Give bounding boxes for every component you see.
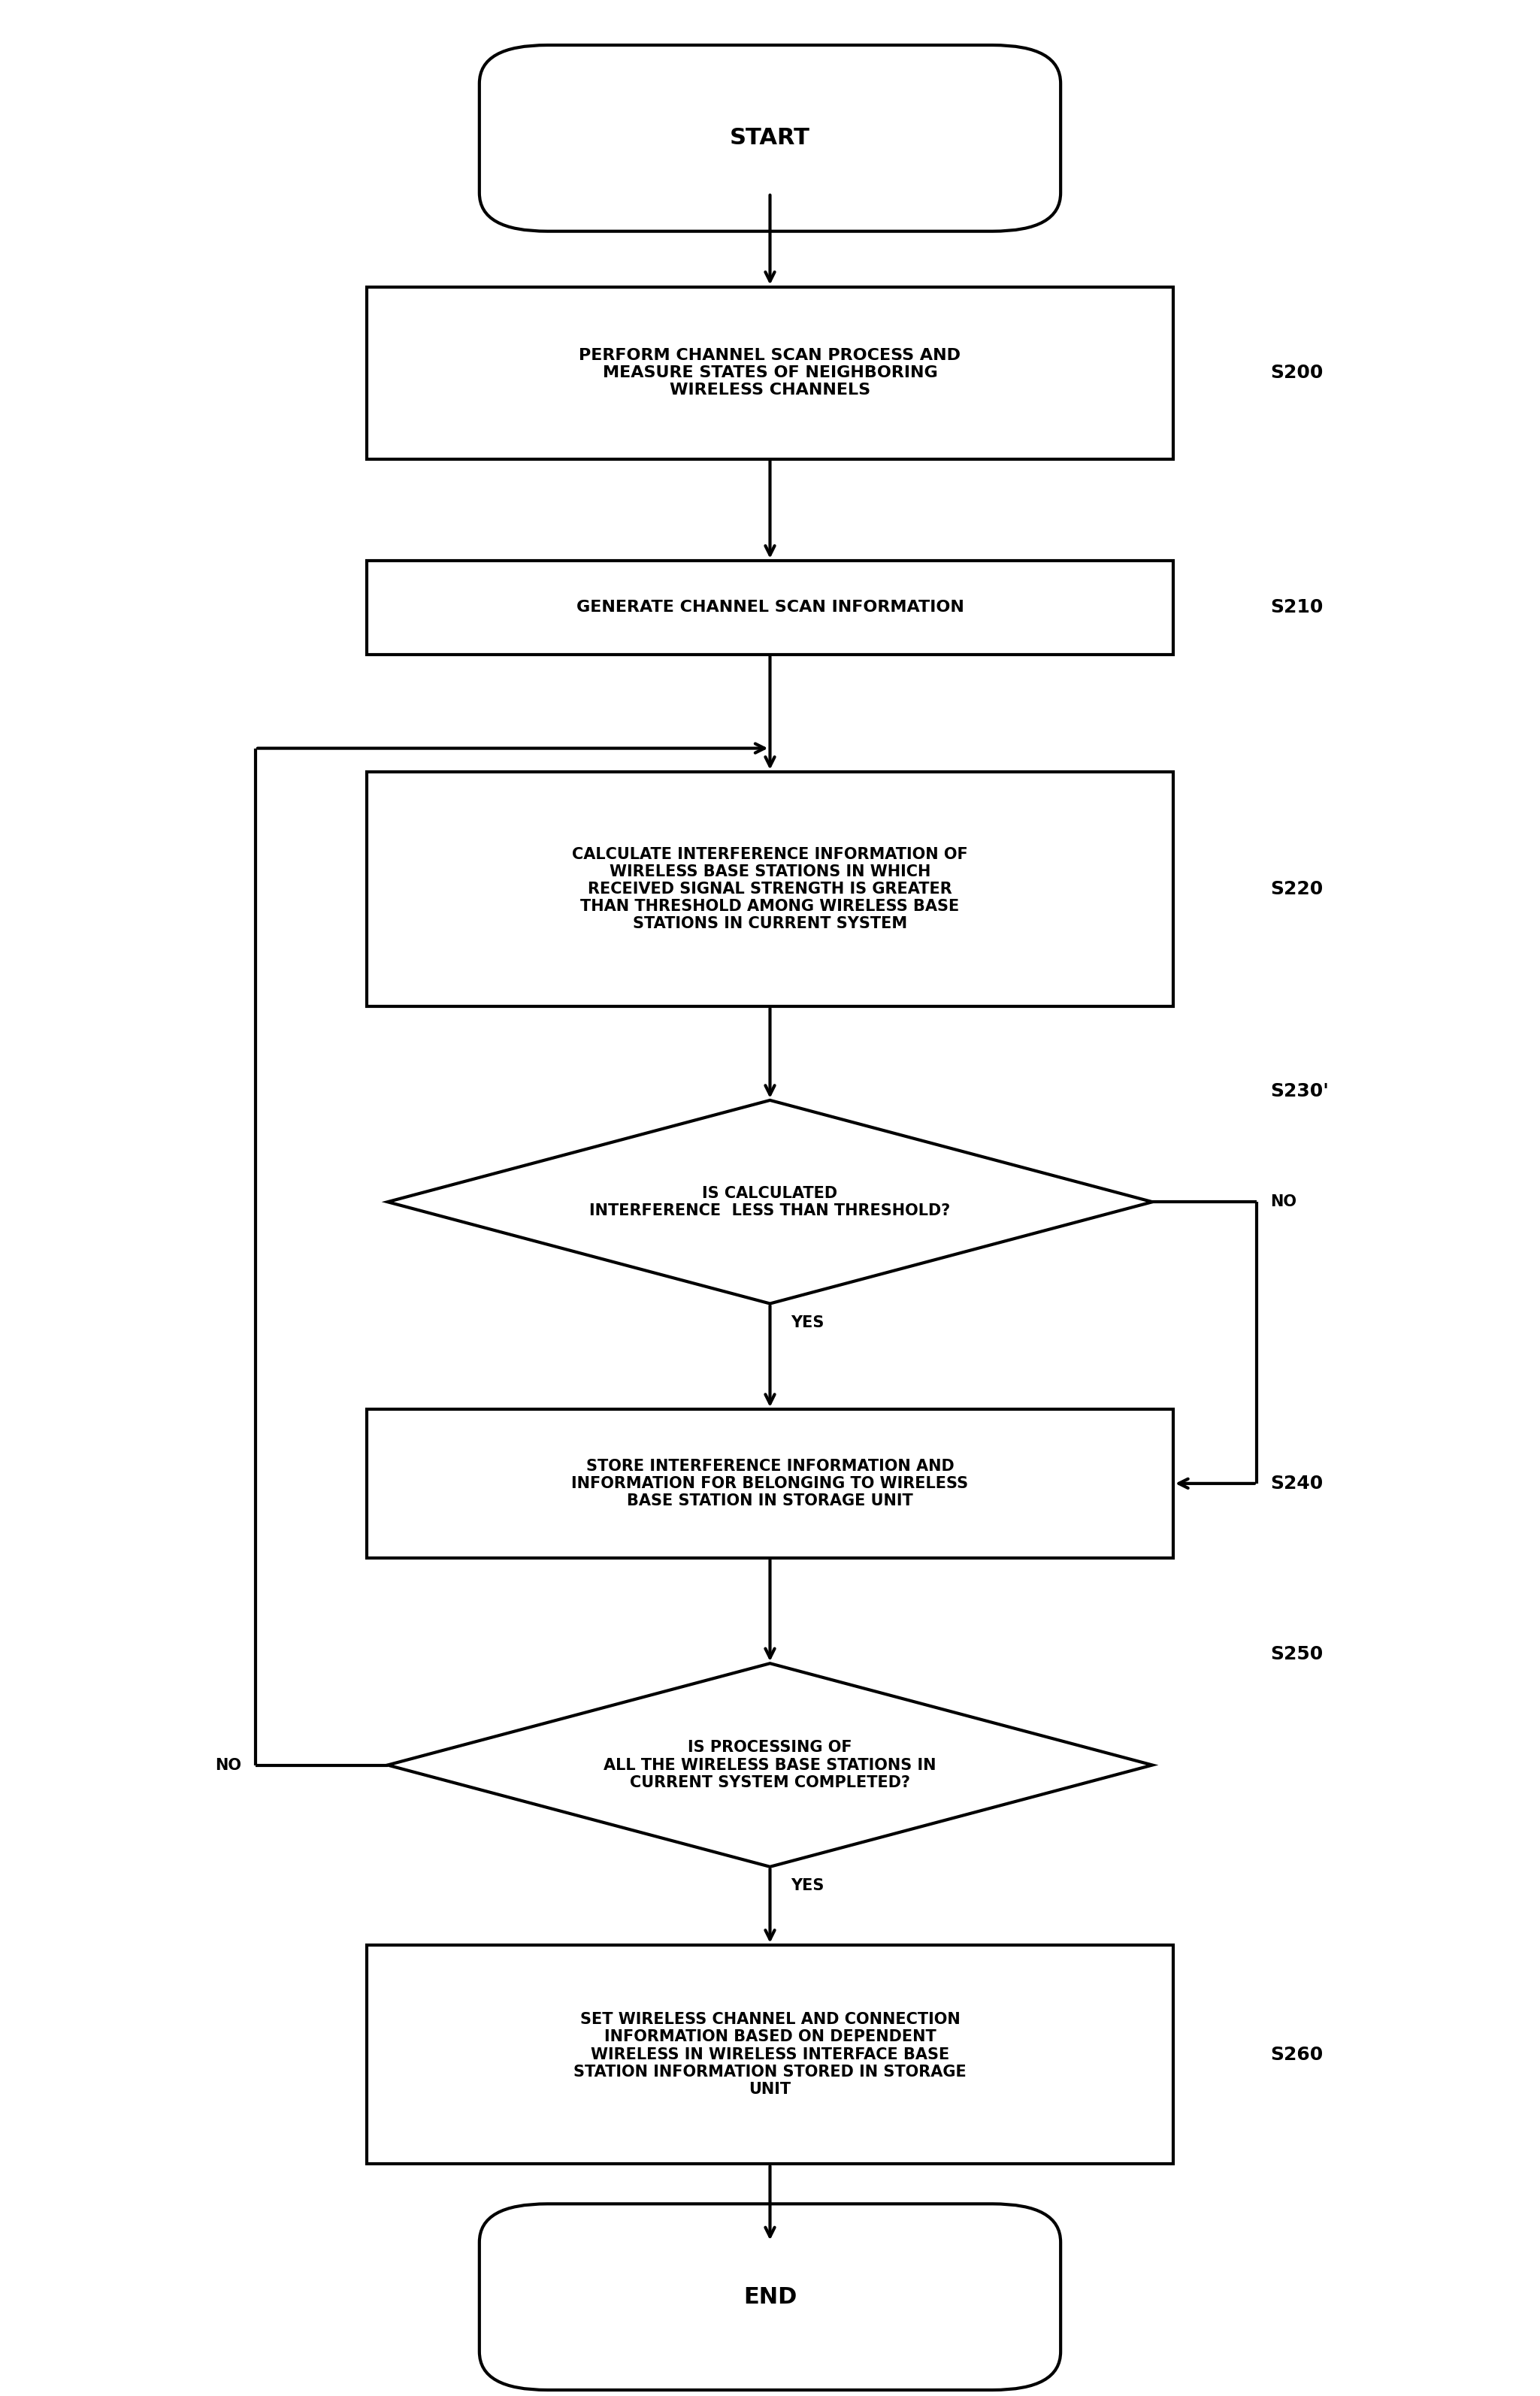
FancyBboxPatch shape [479,46,1061,232]
Text: NO: NO [216,1759,242,1773]
Bar [367,772,1173,1006]
Bar [367,561,1173,654]
Text: S220: S220 [1270,879,1323,898]
Text: GENERATE CHANNEL SCAN INFORMATION: GENERATE CHANNEL SCAN INFORMATION [576,599,964,616]
Text: S210: S210 [1270,599,1323,616]
Text: S260: S260 [1270,2046,1323,2063]
Text: YES: YES [792,1878,824,1893]
Bar [367,1946,1173,2164]
Text: YES: YES [792,1315,824,1330]
Bar [367,1409,1173,1557]
Text: IS CALCULATED
INTERFERENCE  LESS THAN THRESHOLD?: IS CALCULATED INTERFERENCE LESS THAN THR… [590,1186,950,1217]
Text: STORE INTERFERENCE INFORMATION AND
INFORMATION FOR BELONGING TO WIRELESS
BASE ST: STORE INTERFERENCE INFORMATION AND INFOR… [571,1459,969,1509]
Text: S240: S240 [1270,1474,1323,1493]
Text: END: END [744,2286,796,2307]
Polygon shape [388,1663,1152,1866]
Text: CALCULATE INTERFERENCE INFORMATION OF
WIRELESS BASE STATIONS IN WHICH
RECEIVED S: CALCULATE INTERFERENCE INFORMATION OF WI… [571,846,969,932]
Text: S250: S250 [1270,1646,1323,1663]
Text: S200: S200 [1270,364,1323,381]
FancyBboxPatch shape [479,2204,1061,2389]
Text: NO: NO [1270,1193,1297,1210]
Text: PERFORM CHANNEL SCAN PROCESS AND
MEASURE STATES OF NEIGHBORING
WIRELESS CHANNELS: PERFORM CHANNEL SCAN PROCESS AND MEASURE… [579,347,961,398]
Bar [367,288,1173,460]
Text: S230': S230' [1270,1083,1329,1100]
Text: SET WIRELESS CHANNEL AND CONNECTION
INFORMATION BASED ON DEPENDENT
WIRELESS IN W: SET WIRELESS CHANNEL AND CONNECTION INFO… [573,2013,967,2096]
Text: IS PROCESSING OF
ALL THE WIRELESS BASE STATIONS IN
CURRENT SYSTEM COMPLETED?: IS PROCESSING OF ALL THE WIRELESS BASE S… [604,1739,936,1790]
Text: START: START [730,127,810,149]
Polygon shape [388,1100,1152,1303]
